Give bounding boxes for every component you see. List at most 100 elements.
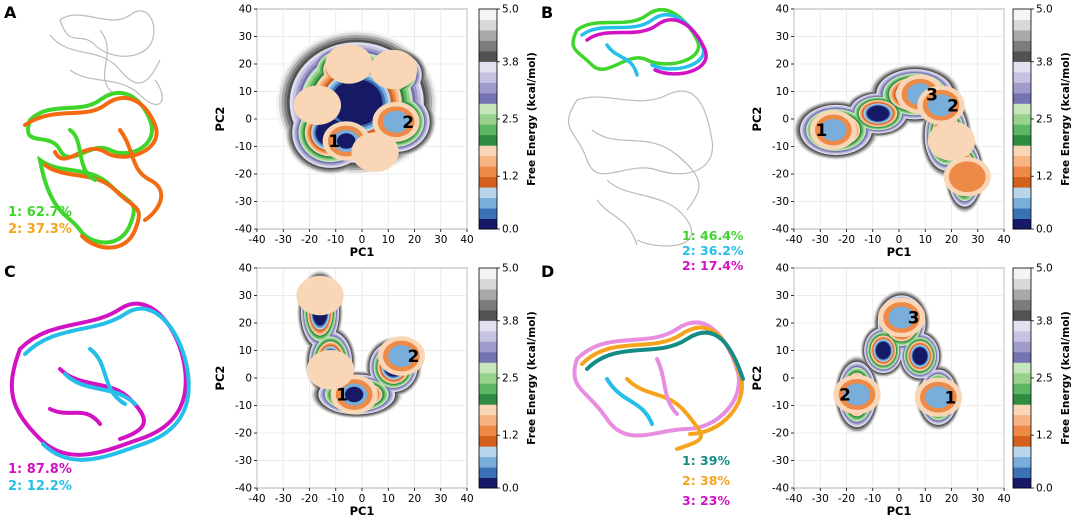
x-tick-label: 40 — [997, 493, 1010, 505]
y-tick-label: 30 — [239, 290, 252, 302]
minimum-label: 1 — [328, 132, 340, 152]
x-tick-label: 0 — [896, 234, 903, 246]
y-tick-label: -40 — [772, 483, 789, 495]
x-tick-label: -40 — [248, 493, 265, 505]
y-tick-label: 40 — [239, 263, 252, 275]
x-tick-label: 30 — [971, 493, 984, 505]
y-tick-label: 20 — [776, 59, 789, 71]
energy-well — [388, 345, 415, 367]
colorbar-swatch — [1013, 176, 1031, 188]
y-tick-label: 30 — [776, 31, 789, 43]
colorbar-swatch — [479, 82, 497, 94]
x-tick-label: -10 — [864, 493, 881, 505]
energy-well — [843, 383, 871, 406]
colorbar-swatch — [1013, 362, 1031, 374]
colorbar-swatch — [479, 113, 497, 125]
population-list: 1: 87.8% 2: 12.2% — [8, 461, 72, 495]
colorbar-swatch — [1013, 19, 1031, 31]
colorbar-swatch — [1013, 393, 1031, 405]
y-tick-label: 30 — [239, 31, 252, 43]
colorbar-swatch — [479, 187, 497, 199]
colorbar-swatch — [1013, 320, 1031, 332]
x-tick-label: 0 — [359, 493, 366, 505]
colorbar-tick-label: 0.0 — [1036, 224, 1053, 236]
x-tick-label: 40 — [460, 493, 473, 505]
contour-fill — [833, 289, 962, 434]
energy-well — [888, 306, 915, 329]
energy-well — [325, 44, 373, 84]
colorbar-swatch — [1013, 425, 1031, 437]
energy-well — [383, 110, 410, 133]
colorbar-swatch — [1013, 50, 1031, 62]
minimum-label: 3 — [908, 309, 920, 329]
panel-c: C 1: 87.8% 2: 12.2% -40 -30 -20 -10 0 10 20 30 4… — [0, 259, 538, 518]
energy-well — [306, 349, 355, 390]
x-tick-label: 0 — [359, 234, 366, 246]
y-tick-label: -10 — [235, 141, 252, 153]
colorbar-tick-label: 2.5 — [1036, 114, 1053, 126]
colorbar-swatch — [1013, 299, 1031, 311]
colorbar-swatch — [1013, 435, 1031, 447]
colorbar-swatch — [1013, 351, 1031, 363]
x-tick-label: 10 — [382, 234, 395, 246]
colorbar-swatch — [1013, 145, 1031, 157]
minimum-label: 1 — [944, 388, 956, 408]
free-energy-surface-c: -40 -30 -20 -10 0 10 20 30 40403020100-10-20-30-… — [213, 263, 474, 518]
colorbar-a: 5.0 3.8 2.5 1.2 0.0 Free Energy (kcal/mol) — [478, 4, 538, 236]
colorbar-swatch — [479, 435, 497, 447]
x-tick-label: -30 — [275, 493, 292, 505]
colorbar-swatch — [479, 103, 497, 115]
colorbar-tick-label: 5.0 — [1036, 4, 1053, 16]
colorbar-swatch — [1013, 414, 1031, 426]
colorbar-swatch — [479, 393, 497, 405]
colorbar-b: 5.0 3.8 2.5 1.2 0.0 Free Energy (kcal/mol) — [1012, 4, 1072, 236]
contour-fill — [296, 269, 425, 419]
x-tick-label: -10 — [864, 234, 881, 246]
y-tick-label: -30 — [235, 455, 252, 467]
colorbar-swatch — [1013, 187, 1031, 199]
colorbar-tick-label: 2.5 — [502, 373, 519, 385]
colorbar-swatch — [1013, 92, 1031, 104]
colorbar-swatch — [479, 404, 497, 416]
x-tick-label: 30 — [434, 234, 447, 246]
colorbar-tick-label: 2.5 — [502, 114, 519, 126]
colorbar-swatch — [479, 71, 497, 83]
panel-letter: C — [4, 262, 16, 281]
axis-ticks: -40 -30 -20 -10 0 10 20 30 40403020100-10-20-30-… — [772, 263, 1011, 506]
x-tick-label: -20 — [301, 234, 318, 246]
y-tick-label: 40 — [239, 4, 252, 16]
colorbar-swatch — [479, 341, 497, 353]
colorbar-swatch — [479, 299, 497, 311]
energy-well — [927, 94, 955, 117]
y-tick-label: 20 — [776, 318, 789, 330]
y-axis-label: PC2 — [213, 366, 227, 391]
x-tick-label: -30 — [275, 234, 292, 246]
colorbar-tick-label: 0.0 — [1036, 483, 1053, 495]
colorbar-swatch — [1013, 124, 1031, 136]
colorbar-swatch — [1013, 103, 1031, 115]
free-energy-surface-b: -40 -30 -20 -10 0 10 20 30 40403020100-10-20-30-… — [750, 4, 1011, 260]
colorbar-swatch — [479, 351, 497, 363]
colorbar-swatch — [479, 425, 497, 437]
grid-lines — [793, 267, 1005, 489]
y-tick-label: 40 — [776, 263, 789, 275]
energy-well — [948, 161, 986, 193]
colorbar-tick-label: 0.0 — [502, 224, 519, 236]
colorbar-swatch — [1013, 61, 1031, 73]
y-tick-label: -40 — [235, 483, 252, 495]
protein-ribbon-overlay — [9, 301, 191, 462]
colorbar-swatch — [1013, 446, 1031, 458]
colorbar-tick-label: 5.0 — [502, 4, 519, 16]
contour-level — [331, 79, 383, 126]
minimum-label: 1 — [815, 121, 827, 141]
energy-well — [296, 275, 344, 316]
minimum-label: 2 — [407, 347, 419, 367]
colorbar-swatch — [479, 145, 497, 157]
colorbar-swatch — [479, 383, 497, 395]
y-tick-label: -10 — [235, 400, 252, 412]
y-tick-label: 40 — [776, 4, 789, 16]
colorbar-swatch — [1013, 330, 1031, 342]
x-tick-label: 30 — [434, 493, 447, 505]
x-tick-label: 20 — [408, 234, 421, 246]
energy-well — [337, 133, 356, 149]
